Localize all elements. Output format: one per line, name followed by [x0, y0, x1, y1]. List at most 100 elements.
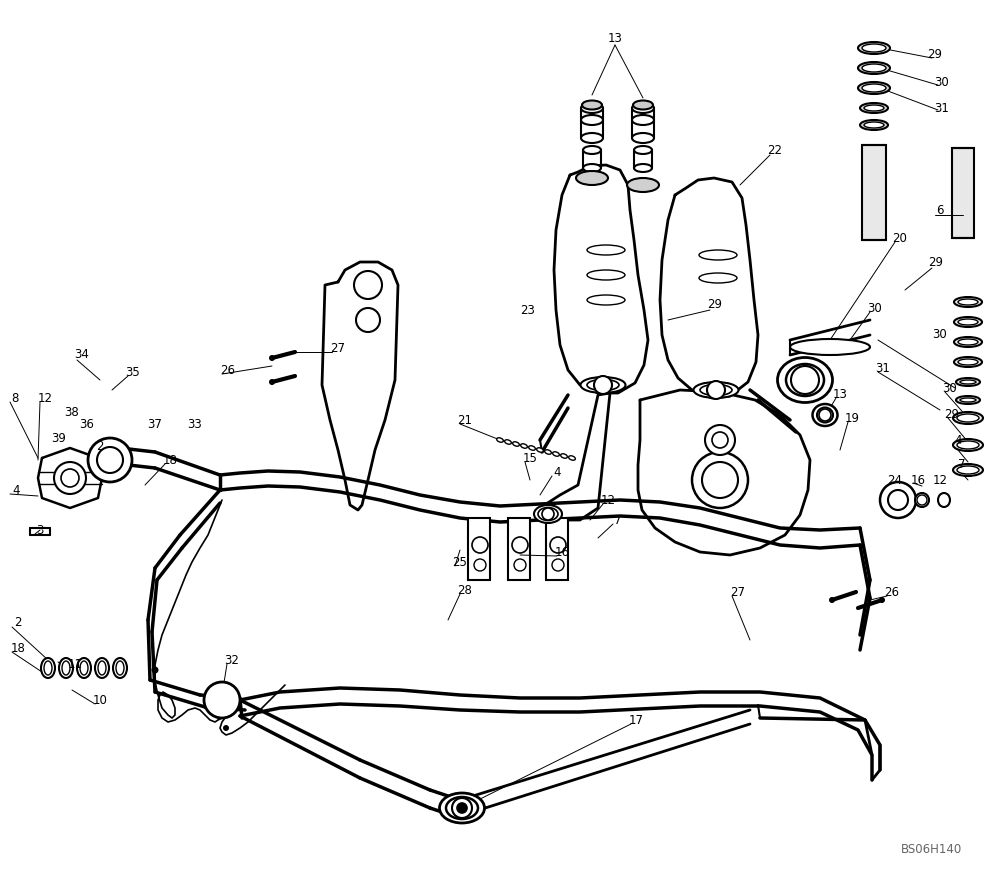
Text: 31: 31 [935, 102, 949, 115]
Circle shape [88, 438, 132, 482]
Ellipse shape [529, 446, 535, 450]
Ellipse shape [953, 464, 983, 476]
Ellipse shape [41, 658, 55, 678]
Text: 19: 19 [844, 412, 860, 425]
Bar [508, 518, 530, 580]
Circle shape [791, 366, 819, 394]
Text: 18: 18 [163, 454, 177, 467]
Ellipse shape [44, 661, 52, 675]
Text: 30: 30 [943, 382, 957, 394]
Ellipse shape [864, 105, 884, 111]
Text: 30: 30 [935, 75, 949, 88]
Text: 20: 20 [893, 231, 907, 244]
Ellipse shape [569, 456, 575, 460]
Ellipse shape [860, 120, 888, 130]
Circle shape [269, 379, 275, 385]
Ellipse shape [954, 297, 982, 307]
Ellipse shape [77, 658, 91, 678]
Ellipse shape [958, 319, 978, 325]
Ellipse shape [633, 101, 653, 110]
Text: 37: 37 [148, 419, 162, 432]
Text: BS06H140: BS06H140 [901, 843, 962, 856]
Ellipse shape [538, 507, 558, 520]
Ellipse shape [938, 493, 950, 507]
Text: 12: 12 [932, 474, 948, 486]
Text: 16: 16 [554, 546, 570, 559]
Ellipse shape [634, 146, 652, 154]
Text: 12: 12 [600, 493, 616, 506]
Ellipse shape [694, 382, 738, 398]
Text: 21: 21 [458, 413, 473, 427]
Text: 4: 4 [553, 465, 561, 478]
Ellipse shape [862, 64, 886, 72]
Circle shape [152, 667, 158, 674]
Text: 13: 13 [833, 388, 847, 401]
Ellipse shape [958, 339, 978, 345]
Ellipse shape [581, 103, 603, 113]
Ellipse shape [778, 357, 832, 402]
Circle shape [354, 271, 382, 299]
Ellipse shape [958, 299, 978, 305]
Circle shape [452, 798, 472, 818]
Ellipse shape [953, 439, 983, 451]
Text: 26: 26 [885, 585, 900, 598]
Text: 28: 28 [458, 583, 472, 597]
Ellipse shape [634, 164, 652, 172]
Text: 13: 13 [608, 32, 622, 45]
Text: 25: 25 [453, 555, 467, 569]
Circle shape [269, 355, 275, 361]
Ellipse shape [632, 103, 654, 113]
Text: 33: 33 [188, 419, 202, 432]
Text: 15: 15 [523, 451, 537, 464]
Ellipse shape [860, 103, 888, 113]
Ellipse shape [583, 146, 601, 154]
Text: 30: 30 [933, 328, 947, 342]
Ellipse shape [957, 441, 979, 449]
Ellipse shape [954, 357, 982, 367]
Ellipse shape [960, 398, 976, 402]
Ellipse shape [587, 379, 619, 391]
Circle shape [512, 537, 528, 553]
Text: 24: 24 [888, 474, 902, 486]
Circle shape [702, 462, 738, 498]
Ellipse shape [862, 84, 886, 92]
Ellipse shape [953, 412, 983, 424]
Ellipse shape [817, 407, 833, 422]
Ellipse shape [581, 115, 603, 125]
Text: 29: 29 [928, 48, 942, 61]
Circle shape [542, 508, 554, 520]
Text: 10: 10 [93, 694, 107, 707]
Ellipse shape [561, 454, 567, 458]
Text: 4: 4 [12, 484, 20, 497]
Text: 2: 2 [96, 441, 104, 454]
Circle shape [917, 495, 927, 505]
Bar [468, 518, 490, 580]
Bar [546, 518, 568, 580]
Text: 29: 29 [928, 256, 944, 269]
Ellipse shape [812, 404, 838, 426]
Circle shape [712, 432, 728, 448]
Circle shape [514, 559, 526, 571]
Ellipse shape [98, 661, 106, 675]
Bar [952, 148, 974, 238]
Text: 35: 35 [126, 365, 140, 378]
Text: 4: 4 [954, 434, 962, 447]
Circle shape [819, 409, 831, 421]
Circle shape [552, 559, 564, 571]
Ellipse shape [497, 438, 503, 442]
Ellipse shape [537, 448, 543, 452]
Ellipse shape [862, 44, 886, 52]
Ellipse shape [576, 171, 608, 185]
Ellipse shape [62, 661, 70, 675]
Text: 29: 29 [708, 299, 722, 312]
Text: 39: 39 [52, 432, 66, 444]
Text: 2: 2 [14, 617, 22, 630]
Circle shape [692, 452, 748, 508]
Text: 29: 29 [944, 408, 960, 421]
Ellipse shape [858, 42, 890, 54]
Text: 27: 27 [330, 342, 346, 355]
Ellipse shape [864, 122, 884, 128]
Ellipse shape [534, 505, 562, 523]
Circle shape [879, 597, 885, 603]
Ellipse shape [632, 133, 654, 143]
